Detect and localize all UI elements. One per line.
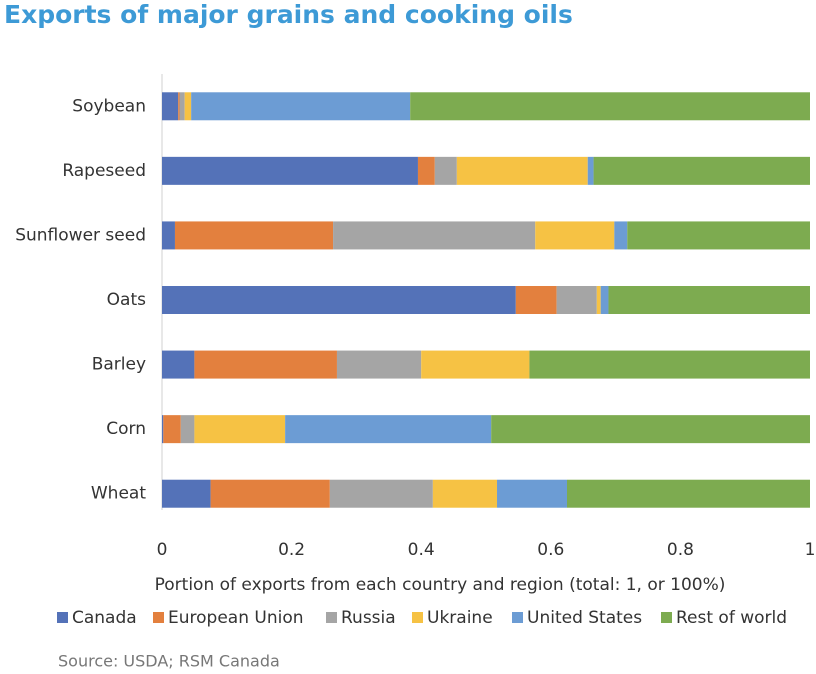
bar-segment bbox=[608, 286, 810, 314]
bar-segment bbox=[567, 479, 810, 508]
bar-segment bbox=[163, 415, 181, 444]
y-tick-label: Corn bbox=[106, 419, 146, 439]
x-tick-label: 0.2 bbox=[278, 540, 305, 560]
bar-segment bbox=[210, 479, 330, 508]
bar-segment bbox=[162, 415, 164, 444]
y-tick-label: Barley bbox=[92, 355, 146, 375]
x-tick-label: 0.8 bbox=[667, 540, 694, 560]
bar-segment bbox=[162, 92, 179, 121]
bar-segment bbox=[421, 350, 530, 379]
x-axis-label: Portion of exports from each country and… bbox=[155, 575, 726, 595]
bar-segment bbox=[285, 415, 492, 444]
y-tick-label: Sunflower seed bbox=[15, 225, 146, 245]
x-tick-label: 0.4 bbox=[408, 540, 435, 560]
legend-swatch bbox=[412, 612, 423, 623]
y-tick-label: Oats bbox=[107, 290, 146, 310]
legend-label: Ukraine bbox=[427, 608, 493, 628]
bar-segment bbox=[515, 286, 557, 314]
chart-title: Exports of major grains and cooking oils bbox=[4, 0, 573, 29]
y-tick-label: Wheat bbox=[91, 484, 146, 504]
bar-segment bbox=[162, 156, 418, 185]
bar-segment bbox=[529, 350, 810, 379]
bar-segment bbox=[162, 479, 211, 508]
bar-segment bbox=[162, 286, 516, 314]
bar-segment bbox=[191, 92, 411, 121]
legend-label: Rest of world bbox=[676, 608, 787, 628]
bar-segment bbox=[336, 350, 422, 379]
legend-swatch bbox=[326, 612, 337, 623]
bar-segment bbox=[333, 221, 536, 250]
x-tick-label: 0.6 bbox=[537, 540, 564, 560]
bar-segment bbox=[456, 156, 588, 185]
bar-segment bbox=[174, 221, 334, 250]
bar-segment bbox=[432, 479, 498, 508]
bar-segment bbox=[434, 156, 457, 185]
bar-segment bbox=[491, 415, 810, 444]
bar-segment bbox=[596, 286, 601, 314]
bar-segment bbox=[497, 479, 567, 508]
bar-segment bbox=[162, 221, 175, 250]
bar-segment bbox=[614, 221, 628, 250]
legend-label: United States bbox=[527, 608, 642, 628]
x-tick-label: 1 bbox=[805, 540, 816, 560]
bar-segment bbox=[627, 221, 810, 250]
bar-segment bbox=[410, 92, 810, 121]
bar-segment bbox=[593, 156, 810, 185]
legend-label: Canada bbox=[72, 608, 137, 628]
x-tick-label: 0 bbox=[157, 540, 168, 560]
bar-segment bbox=[329, 479, 433, 508]
legend-swatch bbox=[153, 612, 164, 623]
bar-segment bbox=[179, 92, 185, 121]
source-note: Source: USDA; RSM Canada bbox=[58, 652, 280, 671]
bar-segment bbox=[587, 156, 594, 185]
bar-segment bbox=[194, 350, 337, 379]
y-tick-label: Soybean bbox=[72, 96, 146, 116]
legend-swatch bbox=[57, 612, 68, 623]
bar-segment bbox=[600, 286, 609, 314]
bar-segment bbox=[417, 156, 435, 185]
bar-segment bbox=[194, 415, 286, 444]
bar-segment bbox=[535, 221, 615, 250]
legend-swatch bbox=[661, 612, 672, 623]
legend-label: European Union bbox=[168, 608, 304, 628]
bar-segment bbox=[184, 92, 192, 121]
bar-segment bbox=[178, 92, 180, 121]
legend-swatch bbox=[512, 612, 523, 623]
bar-segment bbox=[556, 286, 597, 314]
bar-segment bbox=[180, 415, 195, 444]
bar-segment bbox=[162, 350, 195, 379]
y-tick-label: Rapeseed bbox=[62, 161, 146, 181]
legend-label: Russia bbox=[341, 608, 396, 628]
